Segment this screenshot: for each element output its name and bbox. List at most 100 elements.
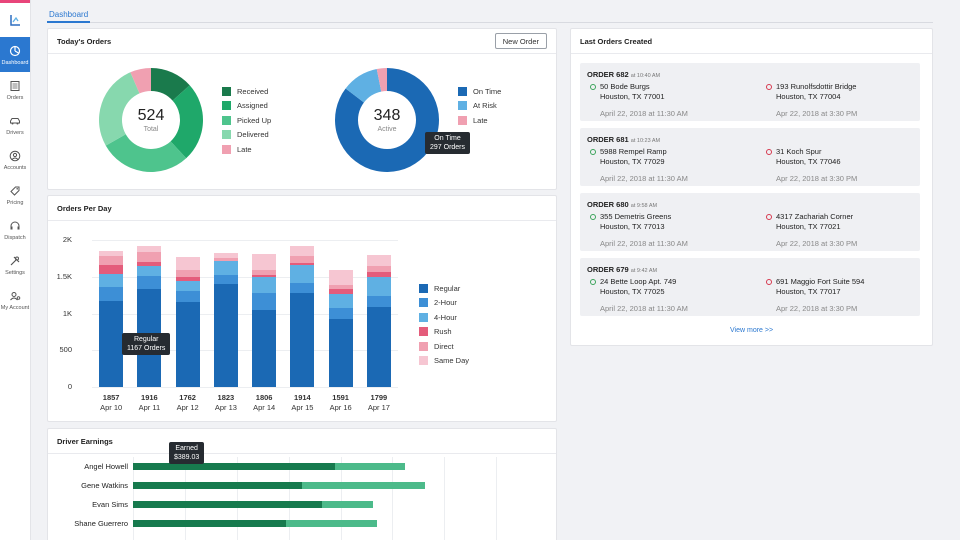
bar-segment-2-hour[interactable] — [328, 308, 353, 320]
bar-segment-same-day[interactable] — [99, 250, 124, 256]
bar-segment-same-day[interactable] — [213, 253, 238, 258]
bar-segment-4-hour[interactable] — [175, 281, 200, 292]
last-orders-title: Last Orders Created — [580, 36, 653, 46]
logo[interactable] — [0, 3, 30, 37]
earnings-earned-bar[interactable] — [133, 463, 335, 470]
bar-segment-4-hour[interactable] — [328, 293, 353, 309]
bar-segment-regular[interactable] — [99, 301, 124, 387]
bar-segment-rush[interactable] — [175, 277, 200, 282]
legend-swatch — [419, 298, 428, 308]
legend-item[interactable]: Direct — [419, 339, 469, 354]
bar-segment-4-hour[interactable] — [366, 277, 391, 296]
dropoff-time: Apr 22, 2018 at 3:30 PM — [776, 174, 858, 183]
order-time: at 10:23 AM — [630, 138, 661, 144]
donut-slice-received[interactable] — [151, 68, 190, 101]
active-donut-center: 348 Active — [347, 107, 427, 133]
legend-item[interactable]: Rush — [419, 325, 469, 340]
sidebar-item-orders[interactable]: Orders — [0, 72, 30, 107]
bar-segment-4-hour[interactable] — [213, 260, 238, 276]
bar-segment-2-hour[interactable] — [213, 275, 238, 285]
bar-segment-rush[interactable] — [366, 272, 391, 278]
legend-item[interactable]: On Time — [458, 84, 501, 99]
bar-segment-direct[interactable] — [252, 270, 277, 276]
bar-segment-regular[interactable] — [252, 309, 277, 387]
sidebar-item-accounts[interactable]: Accounts — [0, 142, 30, 177]
bar-segment-same-day[interactable] — [137, 246, 162, 253]
sidebar-item-pricing[interactable]: Pricing — [0, 177, 30, 212]
legend-item[interactable]: Picked Up — [222, 113, 271, 128]
bar-segment-2-hour[interactable] — [175, 291, 200, 303]
bar-segment-4-hour[interactable] — [252, 276, 277, 293]
sidebar-item-settings[interactable]: Settings — [0, 247, 30, 282]
bar-segment-direct[interactable] — [99, 255, 124, 266]
bar-segment-4-hour[interactable] — [99, 274, 124, 287]
bar-segment-regular[interactable] — [366, 306, 391, 387]
order-card[interactable]: ORDER 681 at 10:23 AM 5988 Rempel Ramp Hou… — [580, 128, 920, 186]
bar-segment-2-hour[interactable] — [99, 286, 124, 302]
bar-segment-4-hour[interactable] — [290, 264, 315, 283]
earnings-earned-bar[interactable] — [133, 501, 323, 508]
bar-segment-2-hour[interactable] — [137, 276, 162, 290]
bar-segment-direct[interactable] — [175, 270, 200, 278]
bar-segment-direct[interactable] — [328, 284, 353, 290]
order-id: ORDER 680 at 9:58 AM — [587, 200, 657, 209]
bar-segment-2-hour[interactable] — [290, 282, 315, 293]
sidebar-item-dispatch[interactable]: Dispatch — [0, 212, 30, 247]
sidebar-item-my-account[interactable]: My Account — [0, 282, 30, 317]
bar-segment-direct[interactable] — [366, 265, 391, 273]
sidebar-item-dashboard[interactable]: Dashboard — [0, 37, 30, 72]
bar-segment-rush[interactable] — [99, 265, 124, 275]
bar-segment-direct[interactable] — [290, 256, 315, 263]
bar-segment-same-day[interactable] — [328, 270, 353, 285]
bar-segment-rush[interactable] — [290, 262, 315, 265]
legend-item[interactable]: Late — [222, 142, 271, 157]
earnings-earned-bar[interactable] — [133, 482, 302, 489]
legend-item[interactable]: Same Day — [419, 354, 469, 369]
donut-slice-delivered[interactable] — [99, 72, 140, 146]
bar-segment-regular[interactable] — [213, 284, 238, 387]
bar-segment-rush[interactable] — [328, 289, 353, 294]
donut-slice-late[interactable] — [130, 68, 151, 94]
earnings-earned-bar[interactable] — [133, 520, 287, 527]
status-donut-chart — [99, 68, 203, 172]
bar-segment-2-hour[interactable] — [366, 295, 391, 307]
bar-segment-direct[interactable] — [213, 257, 238, 261]
bar-segment-regular[interactable] — [328, 319, 353, 387]
bar-segment-same-day[interactable] — [175, 257, 200, 271]
bar-segment-same-day[interactable] — [366, 254, 391, 266]
legend-item[interactable]: Assigned — [222, 99, 271, 114]
gridline — [288, 457, 290, 540]
legend-item[interactable]: 2-Hour — [419, 296, 469, 311]
view-more-link[interactable]: View more >> — [730, 327, 774, 334]
bar-segment-rush[interactable] — [137, 262, 162, 267]
bar-segment-direct[interactable] — [137, 252, 162, 263]
bar-segment-4-hour[interactable] — [137, 266, 162, 276]
donut-slice-at-risk[interactable] — [345, 69, 382, 103]
bar-segment-regular[interactable] — [175, 302, 200, 387]
donut-slice-assigned[interactable] — [170, 85, 203, 159]
legend-item[interactable]: Late — [458, 113, 501, 128]
donut-slice-picked-up[interactable] — [105, 134, 187, 172]
sidebar-item-drivers[interactable]: Drivers — [0, 107, 30, 142]
bar-segment-2-hour[interactable] — [252, 292, 277, 310]
donut-slice-late[interactable] — [376, 68, 387, 92]
order-card[interactable]: ORDER 680 at 9:58 AM 355 Demetris Greens H… — [580, 193, 920, 251]
bar-segment-regular[interactable] — [290, 292, 315, 387]
order-time: at 10:40 AM — [630, 73, 661, 79]
y-tick-label: 2K — [62, 235, 72, 244]
order-card[interactable]: ORDER 682 at 10:40 AM 50 Bode Burgs Housto… — [580, 63, 920, 121]
legend-item[interactable]: Received — [222, 84, 271, 99]
new-order-button[interactable]: New Order — [494, 33, 547, 49]
dropoff-address: 4317 Zachariah Corner Houston, TX 77021 Ap… — [766, 212, 857, 249]
bar-segment-same-day[interactable] — [252, 254, 277, 271]
bar-segment-same-day[interactable] — [290, 246, 315, 257]
legend-item[interactable]: At Risk — [458, 99, 501, 114]
donut-slice-on-time[interactable] — [335, 68, 439, 172]
legend-item[interactable]: 4-Hour — [419, 310, 469, 325]
legend-item[interactable]: Regular — [419, 281, 469, 296]
bar-total-label: 1823 — [217, 393, 235, 402]
order-card[interactable]: ORDER 679 at 9:42 AM 24 Bette Loop Apt. 7… — [580, 258, 920, 316]
legend-item[interactable]: Delivered — [222, 128, 271, 143]
bar-segment-rush[interactable] — [252, 275, 277, 277]
tab-dashboard[interactable]: Dashboard — [47, 9, 91, 23]
